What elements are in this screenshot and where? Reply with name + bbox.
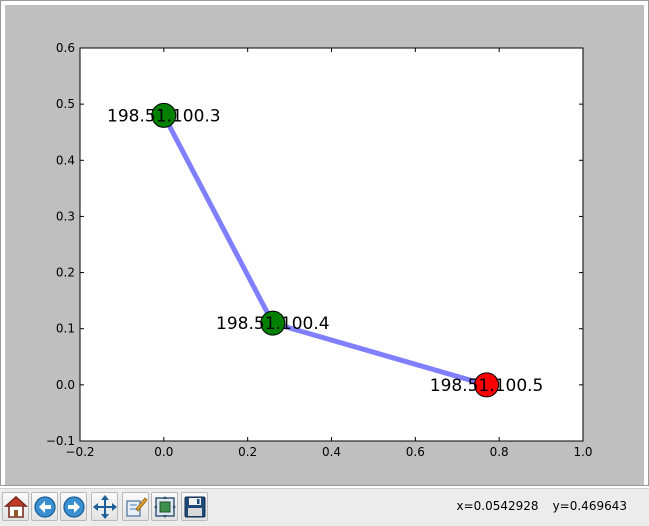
x-tick-label: 0.6 — [406, 445, 425, 459]
subplots-button[interactable] — [151, 492, 178, 521]
back-button[interactable] — [31, 492, 58, 521]
figure-canvas: −0.2 0.0 0.2 0.4 0.6 0.8 1.0 −0.1 0.0 0.1 0.2 0.3 0.… — [5, 5, 644, 485]
figure-window: −0.2 0.0 0.2 0.4 0.6 0.8 1.0 −0.1 0.0 0.1 0.2 0.3 0.… — [0, 0, 649, 486]
forward-button[interactable] — [60, 492, 87, 521]
arrow-right-icon — [62, 495, 85, 518]
x-tick-label: 1.0 — [573, 445, 592, 459]
y-tick-label: 0.2 — [56, 266, 75, 280]
cursor-coordinates: x=0.0542928 y=0.469643 — [443, 499, 627, 513]
x-tick-label: 0.8 — [490, 445, 509, 459]
subplots-config-icon — [153, 495, 176, 518]
y-tick-label: 0.3 — [56, 209, 75, 223]
zoom-button[interactable] — [122, 492, 149, 521]
save-button[interactable] — [181, 492, 208, 521]
node-label: 198.51.100.5 — [430, 376, 544, 396]
network-node — [151, 102, 177, 128]
x-tick-label: −0.2 — [65, 445, 94, 459]
x-tick-label: 0.4 — [322, 445, 341, 459]
floppy-disk-icon — [184, 496, 205, 517]
home-button[interactable] — [2, 492, 29, 521]
node-label: 198.51.100.3 — [107, 106, 221, 126]
network-plot[interactable]: −0.2 0.0 0.2 0.4 0.6 0.8 1.0 −0.1 0.0 0.1 0.2 0.3 0.… — [5, 5, 644, 485]
network-edge — [161, 114, 276, 325]
x-tick-label: 0.2 — [238, 445, 257, 459]
home-icon — [3, 495, 28, 518]
y-tick-label: 0.1 — [56, 322, 75, 336]
y-tick-label: 0.6 — [56, 41, 75, 55]
navigation-toolbar: x=0.0542928 y=0.469643 — [0, 488, 649, 526]
node-label: 198.51.100.4 — [216, 314, 330, 334]
y-tick-label: −0.1 — [46, 434, 75, 448]
network-node — [474, 372, 500, 398]
axes-frame — [79, 47, 584, 442]
cursor-y: y=0.469643 — [552, 499, 627, 513]
y-tick-label: 0.5 — [56, 97, 75, 111]
arrow-left-icon — [33, 495, 56, 518]
cursor-x: x=0.0542928 — [456, 499, 539, 513]
x-tick-label: 0.0 — [154, 445, 173, 459]
network-edge — [272, 320, 488, 388]
pan-button[interactable] — [91, 492, 118, 521]
move-arrows-icon — [92, 494, 117, 519]
zoom-rect-icon — [125, 496, 148, 517]
y-tick-label: 0.0 — [56, 378, 75, 392]
network-node — [260, 310, 286, 336]
y-tick-label: 0.4 — [56, 153, 75, 167]
